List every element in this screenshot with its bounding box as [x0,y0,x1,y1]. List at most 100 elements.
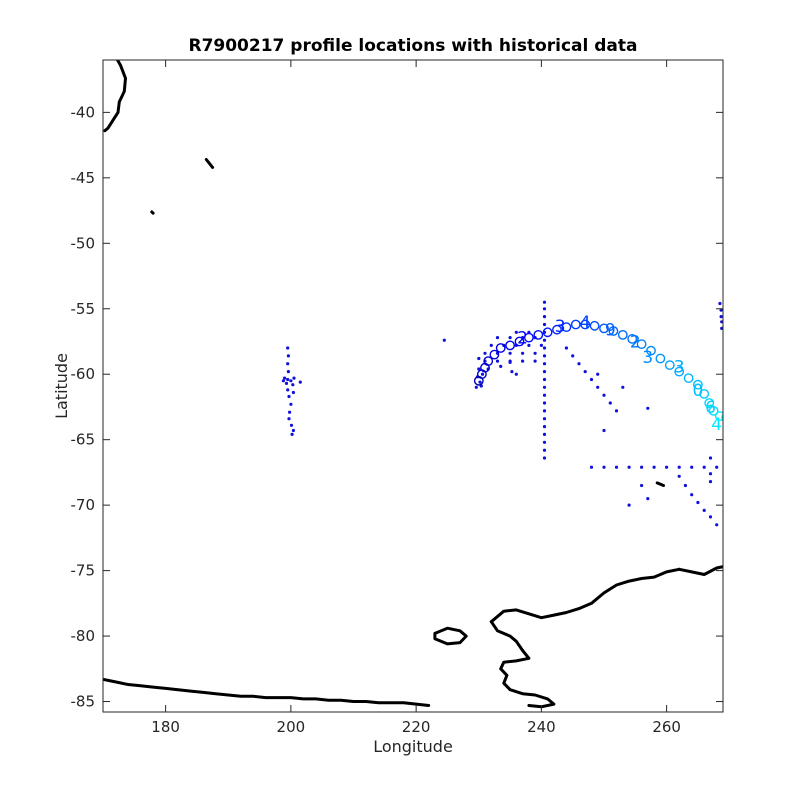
historical-data-point [495,336,500,340]
coastline-segment [489,567,681,624]
historical-data-point [542,417,547,421]
profile-location-marker [674,366,685,377]
plot-area [103,60,723,712]
historical-data-point [542,354,547,358]
historical-data-point [571,354,575,358]
historical-data-point [510,370,514,374]
historical-data-point [602,393,606,397]
historical-data-point [542,425,547,429]
historical-data-point [495,359,500,363]
y-tick-label: -45 [71,169,96,187]
historical-data-point [708,472,713,476]
historical-data-point [539,343,544,347]
profile-location-marker [655,353,666,364]
historical-data-point [542,456,547,460]
profile-location-marker [699,388,710,399]
historical-data-point [696,500,700,505]
profile-location-marker [708,405,719,416]
historical-data-point [690,465,694,469]
historical-data-point [284,381,289,385]
historical-data-point [627,465,631,469]
historical-data-point [542,432,547,436]
historical-data-point [287,417,291,421]
profile-location-marker [505,340,515,351]
x-tick-label: 240 [527,718,556,736]
coastline-segment [204,158,215,169]
historical-data-point [608,401,612,405]
profile-number-label: 9 [605,321,616,341]
profile-location-marker [524,332,534,343]
profile-location-marker [599,323,609,334]
historical-data-point [677,465,681,469]
historical-data-point [542,362,547,366]
profile-location-marker [580,319,591,330]
historical-data-point [614,465,619,469]
historical-data-point [477,367,481,371]
profile-location-marker [542,327,553,338]
historical-data-point [542,346,547,350]
historical-data-point [542,322,547,327]
profile-location-marker [561,322,572,332]
historical-data-point [442,338,446,342]
historical-data-point [289,423,294,427]
profile-location-marker [646,345,656,356]
historical-data-point [542,338,547,342]
profile-number-label: 4 [580,313,591,333]
x-tick-label: 180 [151,718,180,736]
profile-number-label: 3 [642,348,653,368]
historical-data-point [474,385,478,389]
profile-number-label: 6 [705,398,716,418]
historical-data-point [291,390,295,395]
coastline-segment [677,565,723,576]
historical-data-point [683,483,688,488]
historical-data-point [715,523,719,527]
x-axis-label: Longitude [373,737,453,756]
tick-layer: 180 200 220 240 260-40-45-50-55-60-65-70-75-… [71,60,723,736]
historical-data-point [489,343,493,347]
historical-data-point [542,385,547,389]
y-tick-label: -40 [71,103,96,121]
profile-location-marker [495,343,506,353]
historical-data-point [527,343,531,347]
historical-data-point [720,326,723,330]
x-tick-label: 220 [402,718,431,736]
historical-data-point [289,379,293,383]
historical-data-point [291,383,295,387]
historical-data-point [508,359,512,363]
profile-location-marker [636,339,647,349]
chart-title: R7900217 profile locations with historic… [188,36,637,56]
historical-data-point [281,379,285,383]
coastline-segment [433,626,468,646]
historical-data-point [665,465,669,469]
historical-data-point [542,448,547,452]
historical-data-point [690,493,694,497]
profile-number-labels-layer: 2349233064266783018 [517,313,722,435]
historical-data-point [514,372,518,376]
historical-data-point [521,359,525,363]
historical-data-point [708,480,713,484]
profile-location-marker [627,333,638,344]
historical-data-point [646,406,650,410]
historical-data-point [702,508,706,512]
y-tick-label: -50 [71,234,96,252]
historical-data-point [708,515,713,519]
historical-data-point [577,362,581,366]
profile-location-marker [552,324,562,335]
profile-location-marker [683,373,694,383]
historical-data-point [533,351,537,355]
historical-data-point [602,428,606,433]
profile-number-label: 2 [517,329,528,349]
historical-data-point [286,346,290,350]
historical-data-point [542,307,547,311]
coastline-layer [103,60,723,709]
historical-data-point [542,377,547,382]
y-tick-label: -65 [71,431,96,449]
historical-data-point [286,388,290,392]
y-tick-label: -85 [71,693,96,711]
profile-locations-layer [473,319,723,422]
plot-frame [102,59,724,713]
profile-number-label: 4 [711,415,722,435]
historical-data-point [614,409,619,413]
x-tick-label: 260 [652,718,681,736]
historical-data-point [533,359,537,363]
